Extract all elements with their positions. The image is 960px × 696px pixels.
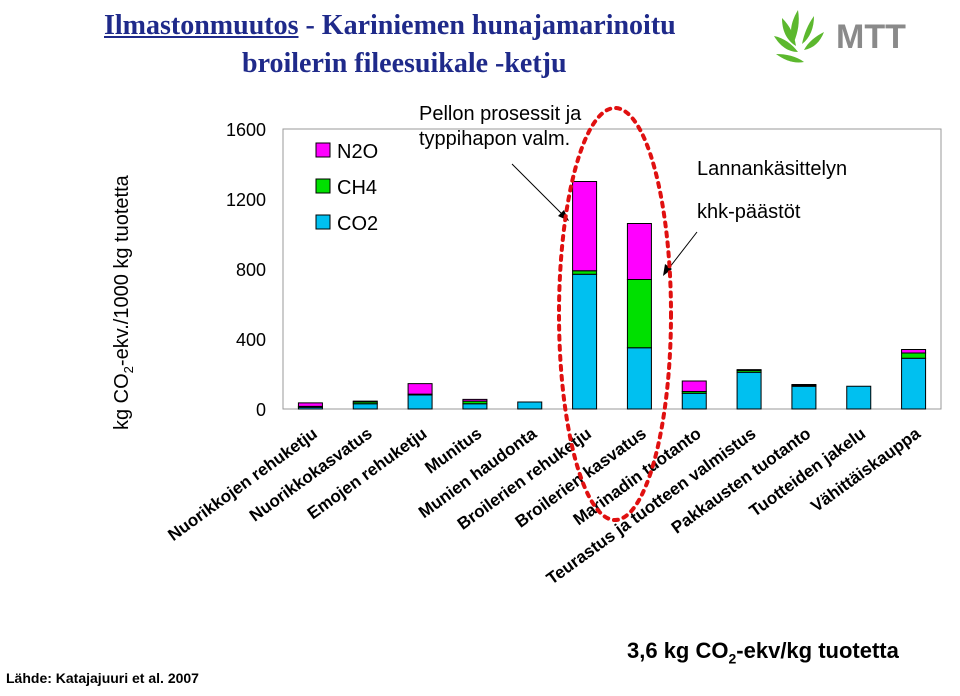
bar-segment-co2 xyxy=(681,392,707,410)
bar-segment-co2 xyxy=(901,357,927,410)
legend-swatch-co2 xyxy=(315,214,331,230)
annotation-manure-line1: Lannankäsittelyn xyxy=(697,158,847,180)
legend-label-ch4: CH4 xyxy=(337,177,377,199)
bar-segment-n2o xyxy=(407,383,433,395)
bar-segment-co2 xyxy=(626,347,652,410)
legend: N2O CH4 CO2 xyxy=(305,132,399,242)
mtt-leaf-logo-icon: MTT xyxy=(774,10,906,63)
bar-segment-n2o xyxy=(681,380,707,392)
bar-segment-co2 xyxy=(846,385,872,410)
bar-segment-ch4 xyxy=(626,279,652,349)
annotation-manure-line2: khk-päästöt xyxy=(697,201,801,223)
bar-segment-co2 xyxy=(352,403,378,410)
bar-segment-ch4 xyxy=(572,270,598,275)
bar-segment-co2 xyxy=(407,394,433,410)
bar-segment-co2 xyxy=(736,371,762,410)
chart-subtitle: broilerin fileesuikale -ketju xyxy=(242,48,567,79)
bar-segment-n2o xyxy=(462,398,488,402)
total-footprint: 3,6 kg CO2-ekv/kg tuotetta xyxy=(627,638,899,667)
bar-segment-co2 xyxy=(517,401,543,410)
bar-segment-n2o xyxy=(626,223,652,280)
bar-segment-n2o xyxy=(901,349,927,354)
y-tick-label: 1600 xyxy=(226,120,266,140)
annotation-arrow-field xyxy=(511,163,567,219)
bar-segment-n2o xyxy=(791,384,817,386)
annotation-field-line2: typpihapon valm. xyxy=(419,128,570,150)
title-keyword: Ilmastonmuutos xyxy=(104,10,299,41)
bar-segment-n2o xyxy=(572,181,598,272)
legend-swatch-ch4 xyxy=(315,178,331,194)
annotation-arrow-manure-head xyxy=(663,264,672,276)
plot-frame xyxy=(282,128,942,410)
bar-segment-co2 xyxy=(572,273,598,410)
bar-segment-n2o xyxy=(352,400,378,403)
bar-segment-co2 xyxy=(462,403,488,410)
bar-segment-ch4 xyxy=(901,352,927,359)
highlight-ellipse xyxy=(557,106,673,522)
y-tick-label: 0 xyxy=(256,400,266,420)
y-tick-label: 800 xyxy=(236,260,266,280)
legend-label-n2o: N2O xyxy=(337,141,378,163)
bar-segment-n2o xyxy=(736,369,762,371)
y-tick-label: 1200 xyxy=(226,190,266,210)
source-note: Lähde: Katajajuuri et al. 2007 xyxy=(6,670,199,686)
y-tick-label: 400 xyxy=(236,330,266,350)
legend-label-co2: CO2 xyxy=(337,213,378,235)
chart-title: Ilmastonmuutos - Kariniemen hunajamarino… xyxy=(104,10,676,42)
y-axis-label: kg CO2-ekv./1000 kg tuotetta xyxy=(111,174,136,430)
bar-segment-n2o xyxy=(297,402,323,407)
legend-swatch-n2o xyxy=(315,142,331,158)
title-rest: - Kariniemen hunajamarinoitu xyxy=(298,10,676,41)
bar-segment-co2 xyxy=(791,385,817,410)
annotation-field-line1: Pellon prosessit ja xyxy=(419,103,582,125)
logo-text: MTT xyxy=(836,18,906,56)
